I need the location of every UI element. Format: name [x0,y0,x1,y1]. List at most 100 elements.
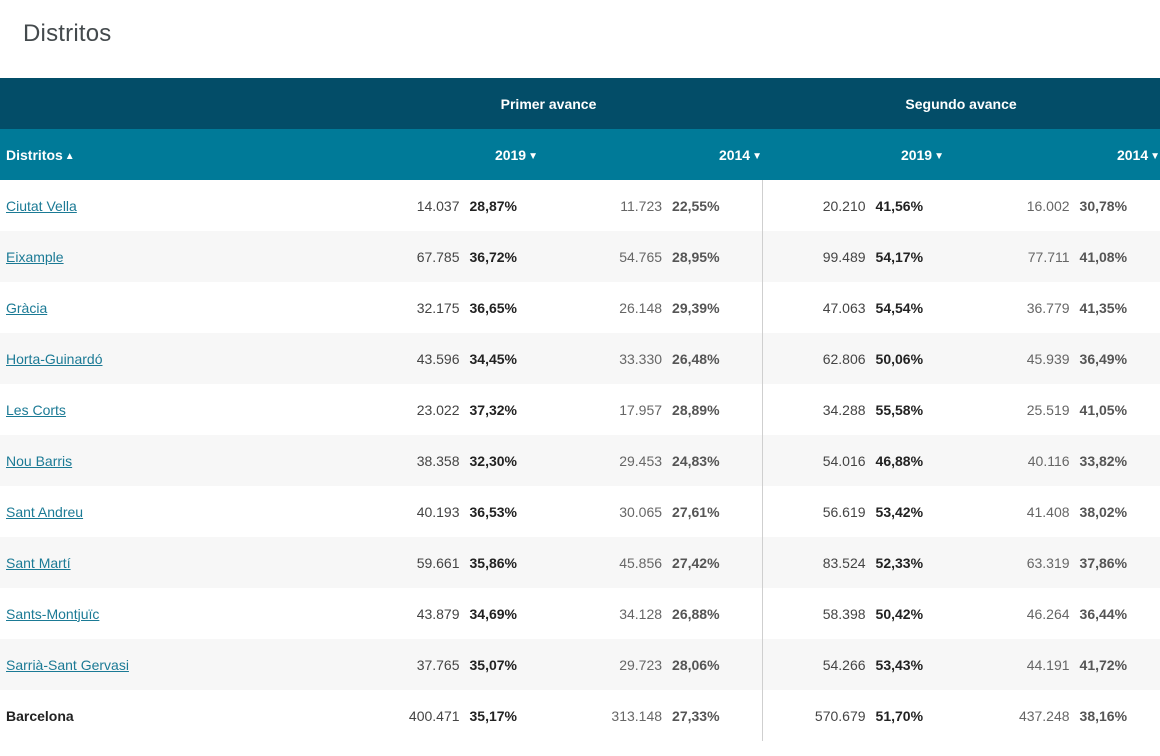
district-link[interactable]: Sant Andreu [6,503,84,520]
participation-percent: 35,07% [469,656,517,673]
table-row: Eixample 67.785 36,72% 54.765 28,95% 99.489 54… [0,231,1160,282]
participation-percent: 53,43% [875,656,924,673]
value-cell: 11.723 22,55% [538,180,762,231]
vote-count: 14.037 [416,197,460,214]
value-cell: 437.248 38,16% [944,690,1160,741]
value-cell: 14.037 28,87% [335,180,538,231]
value-cell: 16.002 30,78% [944,180,1160,231]
district-link[interactable]: Ciutat Vella [6,197,77,214]
column-header-districts[interactable]: Distritos ▲ [0,129,335,180]
vote-count: 44.191 [1026,656,1070,673]
participation-percent: 55,58% [875,401,924,418]
vote-count: 17.957 [619,401,663,418]
district-link[interactable]: Sants-Montjuïc [6,605,100,622]
column-header-row: Distritos ▲ 2019 ▼ 2014 ▼ 2019 ▼ 2014 ▼ [0,129,1160,180]
column-header-districts-label: Distritos [6,146,63,163]
value-cell: 23.022 37,32% [335,384,538,435]
district-cell: Les Corts [0,384,335,435]
district-cell: Gràcia [0,282,335,333]
value-cell: 54.266 53,43% [761,639,945,690]
participation-percent: 54,17% [875,248,924,265]
group-header-row: Primer avance Segundo avance [0,78,1160,129]
column-header-first-2019[interactable]: 2019 ▼ [335,129,538,180]
vote-count: 33.330 [619,350,663,367]
value-cell: 44.191 41,72% [944,639,1160,690]
group-header-first: Primer avance [335,78,763,129]
value-cell: 400.471 35,17% [335,690,538,741]
participation-percent: 41,35% [1079,299,1128,316]
participation-percent: 32,30% [469,452,517,469]
participation-percent: 53,42% [875,503,924,520]
value-cell: 41.408 38,02% [944,486,1160,537]
vote-count: 54.765 [619,248,663,265]
vote-count: 25.519 [1026,401,1070,418]
table-row-total: Barcelona 400.471 35,17% 313.148 27,33% 570.6… [0,690,1160,741]
column-header-label: 2014 [718,146,751,163]
district-cell: Eixample [0,231,335,282]
vote-count: 54.266 [822,656,866,673]
table-row: Horta-Guinardó 43.596 34,45% 33.330 26,48% 62… [0,333,1160,384]
value-cell: 570.679 51,70% [761,690,945,741]
value-cell: 43.596 34,45% [335,333,538,384]
value-cell: 29.723 28,06% [538,639,762,690]
column-header-second-2014[interactable]: 2014 ▼ [944,129,1160,180]
vote-count: 45.856 [619,554,663,571]
value-cell: 40.193 36,53% [335,486,538,537]
vote-count: 59.661 [416,554,460,571]
vote-count: 40.193 [416,503,460,520]
vote-count: 20.210 [822,197,866,214]
participation-percent: 28,06% [672,656,720,673]
district-cell: Sant Martí [0,537,335,588]
column-header-second-2019[interactable]: 2019 ▼ [762,129,945,180]
value-cell: 67.785 36,72% [335,231,538,282]
participation-percent: 28,89% [672,401,720,418]
district-cell: Barcelona [0,690,335,741]
district-cell: Nou Barris [0,435,335,486]
value-cell: 99.489 54,17% [761,231,945,282]
vote-count: 58.398 [822,605,866,622]
vote-count: 41.408 [1026,503,1070,520]
vote-count: 30.065 [619,503,663,520]
district-link[interactable]: Horta-Guinardó [6,350,103,367]
participation-percent: 41,08% [1079,248,1128,265]
value-cell: 45.939 36,49% [944,333,1160,384]
district-link[interactable]: Nou Barris [6,452,73,469]
value-cell: 29.453 24,83% [538,435,762,486]
vote-count: 62.806 [822,350,866,367]
participation-percent: 46,88% [875,452,924,469]
value-cell: 45.856 27,42% [538,537,762,588]
participation-percent: 34,45% [469,350,517,367]
vote-count: 16.002 [1026,197,1070,214]
participation-percent: 37,86% [1079,554,1128,571]
district-link[interactable]: Eixample [6,248,64,265]
district-link[interactable]: Sarrià-Sant Gervasi [6,656,129,673]
column-header-label: 2019 [494,146,527,163]
group-header-second: Segundo avance [762,78,1160,129]
vote-count: 34.288 [822,401,866,418]
participation-percent: 34,69% [469,605,517,622]
vote-count: 37.765 [416,656,460,673]
vote-count: 43.879 [416,605,460,622]
table-row: Nou Barris 38.358 32,30% 29.453 24,83% 54.016… [0,435,1160,486]
column-header-first-2014[interactable]: 2014 ▼ [538,129,763,180]
vote-count: 83.524 [822,554,866,571]
district-link[interactable]: Gràcia [6,299,48,316]
value-cell: 25.519 41,05% [944,384,1160,435]
participation-percent: 38,02% [1079,503,1128,520]
value-cell: 62.806 50,06% [761,333,945,384]
district-link[interactable]: Sant Martí [6,554,71,571]
participation-percent: 37,32% [469,401,517,418]
district-link[interactable]: Les Corts [6,401,66,418]
sort-descending-icon: ▼ [752,150,763,162]
vote-count: 11.723 [620,197,663,214]
participation-percent: 36,49% [1079,350,1128,367]
participation-percent: 27,61% [672,503,720,520]
participation-percent: 27,42% [672,554,720,571]
table-row: Gràcia 32.175 36,65% 26.148 29,39% 47.063 54,5… [0,282,1160,333]
value-cell: 47.063 54,54% [761,282,945,333]
vote-count: 36.779 [1026,299,1070,316]
vote-count: 313.148 [611,707,663,724]
value-cell: 32.175 36,65% [335,282,538,333]
participation-percent: 24,83% [672,452,720,469]
column-header-label: 2014 [1116,146,1149,163]
